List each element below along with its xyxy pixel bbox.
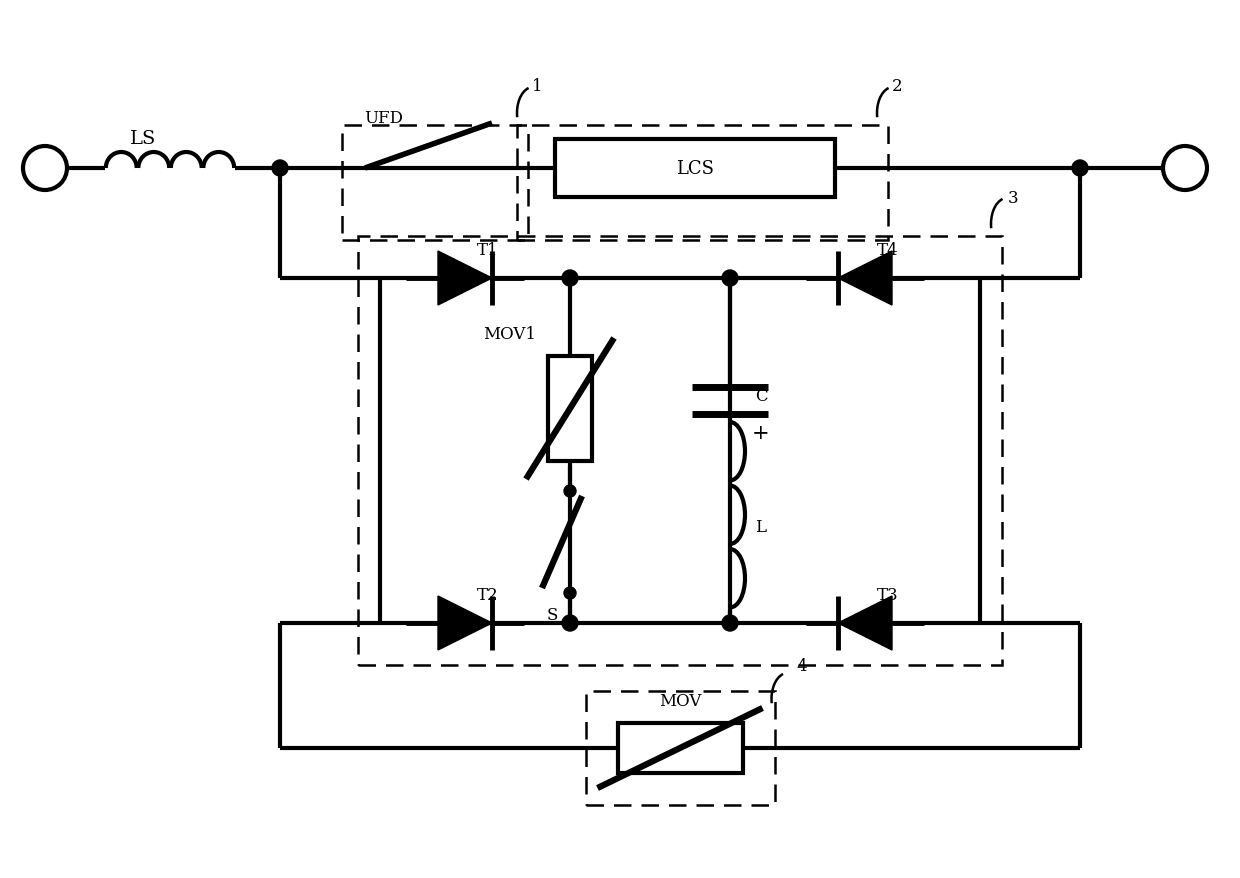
Circle shape <box>562 270 578 287</box>
Bar <box>342 126 528 241</box>
Bar <box>556 140 835 198</box>
Text: UFD: UFD <box>365 111 403 127</box>
Circle shape <box>722 270 738 287</box>
Text: LCS: LCS <box>676 160 714 178</box>
Circle shape <box>722 615 738 631</box>
Text: 2: 2 <box>892 78 903 96</box>
Circle shape <box>1163 147 1207 191</box>
Bar <box>618 723 743 774</box>
Text: 1: 1 <box>532 78 543 96</box>
Circle shape <box>24 147 67 191</box>
Text: 4: 4 <box>796 658 807 674</box>
Polygon shape <box>438 596 492 651</box>
Polygon shape <box>838 596 892 651</box>
Text: LS: LS <box>130 130 156 148</box>
Text: T4: T4 <box>877 242 899 259</box>
Bar <box>358 237 1002 666</box>
Circle shape <box>564 486 577 498</box>
Text: MOV1: MOV1 <box>484 326 536 343</box>
Text: T1: T1 <box>477 242 498 259</box>
Bar <box>548 356 591 462</box>
Text: C: C <box>755 387 768 405</box>
Circle shape <box>1073 161 1087 176</box>
Text: +: + <box>751 423 770 443</box>
Circle shape <box>562 615 578 631</box>
Polygon shape <box>838 252 892 306</box>
Text: MOV: MOV <box>658 693 701 709</box>
Text: S: S <box>547 607 558 623</box>
Bar <box>517 126 888 241</box>
Text: T2: T2 <box>477 587 498 604</box>
Text: 3: 3 <box>1008 191 1018 207</box>
Bar <box>585 691 775 805</box>
Text: L: L <box>755 518 766 535</box>
Circle shape <box>272 161 288 176</box>
Polygon shape <box>438 252 492 306</box>
Text: T3: T3 <box>877 587 899 604</box>
Circle shape <box>564 587 577 600</box>
